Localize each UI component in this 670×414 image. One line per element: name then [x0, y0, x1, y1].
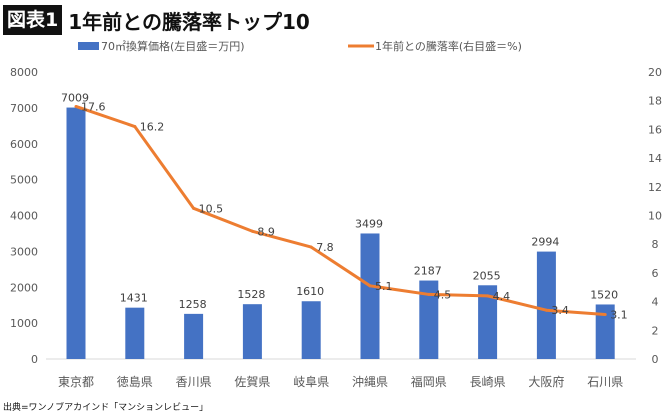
left-tick-label: 0 [31, 353, 38, 366]
rate-point [250, 229, 254, 233]
right-tick-label: 0 [652, 353, 659, 366]
title-area: 図表1 1年前との騰落率トップ10 [3, 5, 310, 35]
legend-bar-label: 70㎡換算価格(左目盛＝万円) [101, 39, 245, 53]
right-tick-label: 18 [648, 95, 662, 108]
line-data-label: 3.4 [551, 304, 569, 317]
line-data-label: 16.2 [140, 121, 165, 134]
left-tick-label: 2000 [10, 281, 38, 294]
line-data-label: 4.5 [434, 288, 452, 301]
bar-data-label: 1520 [590, 288, 618, 301]
rate-point [192, 206, 196, 210]
legend-line-label: 1年前との騰落率(右目盛＝%) [375, 39, 522, 53]
right-tick-label: 20 [648, 66, 662, 79]
rate-point [427, 292, 431, 296]
left-tick-label: 6000 [10, 138, 38, 151]
right-tick-label: 4 [652, 296, 659, 309]
line-data-label: 3.1 [610, 309, 628, 322]
rate-point [368, 284, 372, 288]
line-data-label: 4.4 [493, 290, 511, 303]
left-tick-label: 4000 [10, 210, 38, 223]
rate-point [74, 104, 78, 108]
source-note: 出典=ワンノブアカインド「マンションレビュー」 [3, 403, 209, 413]
category-label: 沖縄県 [352, 374, 388, 389]
bar [360, 233, 380, 359]
bar [301, 301, 321, 359]
line-data-label: 8.9 [257, 225, 275, 238]
line-data-label: 10.5 [199, 202, 224, 215]
chart-title: 1年前との騰落率トップ10 [68, 9, 310, 34]
category-label: 大阪府 [528, 374, 564, 389]
bar [478, 285, 498, 359]
right-tick-label: 16 [648, 123, 662, 136]
left-tick-label: 1000 [10, 317, 38, 330]
right-tick-label: 8 [652, 238, 659, 251]
figure-badge: 図表1 [3, 5, 63, 35]
left-tick-label: 3000 [10, 245, 38, 258]
right-tick-label: 6 [652, 267, 659, 280]
bar-data-label: 1610 [296, 285, 324, 298]
left-tick-label: 5000 [10, 174, 38, 187]
bar [595, 304, 615, 359]
bar [184, 313, 204, 359]
right-tick-label: 14 [648, 152, 662, 165]
rate-point [309, 245, 313, 249]
legend-bar-swatch [78, 42, 99, 50]
line-data-label: 5.1 [375, 280, 393, 293]
rate-line [75, 105, 606, 317]
bar-data-label: 7009 [61, 92, 89, 105]
right-tick-label: 2 [652, 324, 659, 337]
bar-data-label: 1431 [120, 292, 148, 305]
bar-data-label: 2055 [473, 269, 501, 282]
bar [66, 107, 86, 359]
bar [125, 307, 145, 359]
rate-point [603, 313, 607, 317]
rate-point [133, 125, 137, 129]
category-label: 東京都 [58, 375, 94, 389]
category-label: 香川県 [176, 375, 212, 389]
bar-data-label: 2187 [414, 265, 442, 278]
bar-data-label: 3499 [355, 217, 383, 230]
right-tick-label: 10 [648, 210, 662, 223]
bar-data-label: 1258 [179, 298, 207, 311]
left-tick-label: 7000 [10, 102, 38, 115]
left-tick-label: 8000 [10, 66, 38, 79]
bar [536, 251, 556, 359]
category-label: 石川県 [587, 375, 623, 389]
bar [242, 304, 262, 359]
line-data-label: 17.6 [81, 100, 106, 113]
category-label: 徳島県 [117, 374, 153, 389]
rate-point [544, 308, 548, 312]
line-data-label: 7.8 [316, 241, 334, 254]
category-label: 長崎県 [470, 375, 506, 389]
bar-data-label: 1528 [237, 288, 265, 301]
category-label: 佐賀県 [234, 375, 270, 389]
right-tick-label: 12 [648, 181, 662, 194]
bar-data-label: 2994 [531, 236, 559, 249]
bar [419, 280, 439, 359]
category-label: 岐阜県 [293, 375, 329, 389]
category-label: 福岡県 [411, 374, 447, 389]
rate-point [486, 294, 490, 298]
